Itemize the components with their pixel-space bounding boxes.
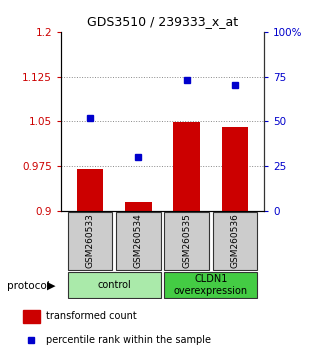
Text: CLDN1
overexpression: CLDN1 overexpression bbox=[174, 274, 248, 296]
Bar bbox=[222, 127, 248, 211]
Bar bbox=[173, 122, 200, 211]
Text: control: control bbox=[97, 280, 131, 290]
Text: ▶: ▶ bbox=[47, 281, 55, 291]
Bar bbox=[125, 202, 152, 211]
Bar bbox=[77, 169, 103, 211]
Bar bbox=[164, 272, 257, 298]
Title: GDS3510 / 239333_x_at: GDS3510 / 239333_x_at bbox=[87, 15, 238, 28]
Text: GSM260534: GSM260534 bbox=[134, 213, 143, 268]
Text: protocol: protocol bbox=[7, 281, 50, 291]
Bar bbox=[68, 212, 112, 270]
Bar bbox=[68, 272, 161, 298]
Bar bbox=[213, 212, 257, 270]
Bar bbox=[164, 212, 209, 270]
Bar bbox=[116, 212, 161, 270]
Bar bbox=[22, 310, 40, 323]
Text: transformed count: transformed count bbox=[46, 312, 137, 321]
Text: GSM260533: GSM260533 bbox=[85, 213, 94, 268]
Text: GSM260536: GSM260536 bbox=[231, 213, 240, 268]
Text: GSM260535: GSM260535 bbox=[182, 213, 191, 268]
Text: percentile rank within the sample: percentile rank within the sample bbox=[46, 335, 211, 346]
